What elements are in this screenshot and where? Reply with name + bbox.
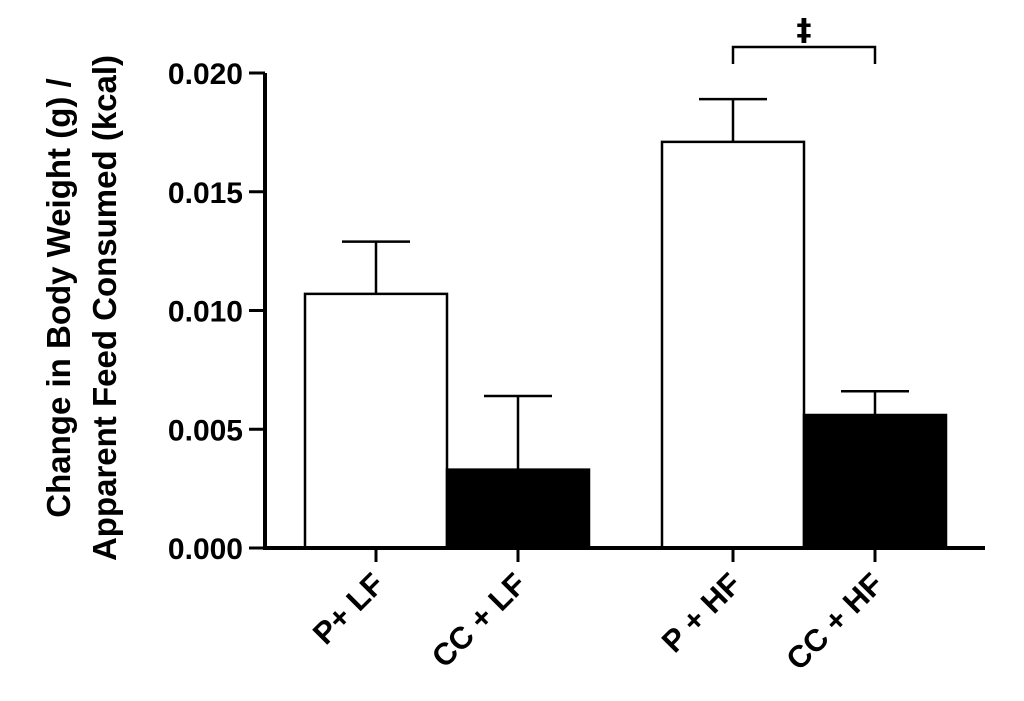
- x-tick-label-1: CC + LF: [425, 566, 533, 674]
- bar-0: [303, 292, 449, 550]
- y-ticks: 0.000 0.005 0.010 0.015 0.020: [168, 58, 265, 566]
- x-tick-label-0: P+ LF: [306, 566, 391, 651]
- significance-bracket: [731, 45, 877, 64]
- significance-annotation: ‡: [731, 13, 877, 64]
- x-tick-label-2: P + HF: [655, 566, 748, 659]
- significance-symbol: ‡: [797, 13, 812, 48]
- y-axis-title: Change in Body Weight (g) / Apparent Fee…: [40, 55, 123, 561]
- error-bars: [342, 97, 909, 470]
- y-tick-label-4: 0.020: [168, 58, 243, 91]
- y-axis-title-line1: Change in Body Weight (g) /: [40, 78, 77, 517]
- error-bar-2: [699, 97, 767, 142]
- y-axis-title-line2: Apparent Feed Consumed (kcal): [86, 55, 123, 561]
- y-tick-label-0: 0.000: [168, 533, 243, 566]
- y-tick-label-1: 0.005: [168, 414, 243, 447]
- x-ticks: P+ LF CC + LF P + HF CC + HF: [306, 548, 890, 677]
- bars: [303, 140, 948, 550]
- bar-2: [660, 140, 806, 550]
- y-tick-label-2: 0.010: [168, 296, 243, 329]
- error-bar-1: [484, 394, 552, 470]
- error-bar-3: [841, 390, 909, 415]
- error-bar-0: [342, 240, 410, 294]
- bar-1: [445, 468, 591, 550]
- bar-3: [802, 413, 948, 550]
- x-tick-label-3: CC + HF: [779, 566, 890, 677]
- y-tick-label-3: 0.015: [168, 177, 243, 210]
